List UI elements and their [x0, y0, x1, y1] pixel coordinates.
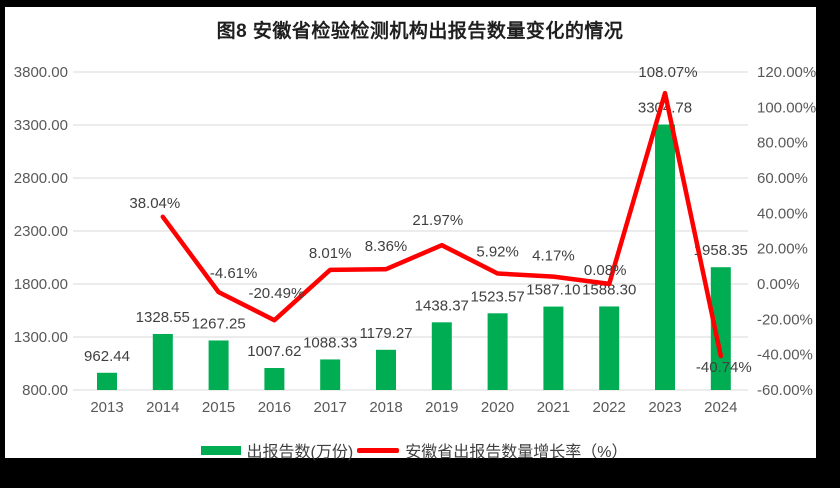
bar-2019	[432, 322, 452, 390]
right-axis-tick: 60.00%	[757, 170, 808, 187]
bar-label: 1179.27	[359, 325, 412, 342]
chart-screenshot: { "title": "图8 安徽省检验检测机构出报告数量变化的情况", "co…	[0, 0, 840, 488]
right-axis-tick: -60.00%	[757, 382, 813, 399]
bar-2022	[599, 306, 619, 390]
bar-series-swatch-icon	[201, 446, 241, 455]
line-label: 0.08%	[584, 262, 627, 279]
right-axis-tick: 40.00%	[757, 205, 808, 222]
bar-2017	[320, 359, 340, 390]
left-axis-tick: 1300.00	[14, 329, 68, 346]
left-axis-tick: 2300.00	[14, 223, 68, 240]
bar-2021	[543, 307, 563, 390]
legend-item-line: 安徽省出报告数量增长率（%）	[357, 438, 627, 462]
x-axis-label: 2020	[481, 399, 514, 416]
right-axis-tick: -20.00%	[757, 311, 813, 328]
x-axis-label: 2014	[146, 399, 179, 416]
left-axis-tick: 800.00	[22, 382, 68, 399]
left-axis-tick: 2800.00	[14, 170, 68, 187]
bar-label: 1587.10	[526, 282, 580, 299]
line-label: -40.74%	[696, 359, 752, 376]
line-label: 8.36%	[365, 238, 408, 255]
bar-2015	[209, 340, 229, 390]
x-axis-label: 2017	[314, 399, 347, 416]
right-axis-tick: 0.00%	[757, 276, 800, 293]
bar-label: 1523.57	[470, 288, 524, 305]
left-axis-tick: 3300.00	[14, 117, 68, 134]
bar-label: 1007.62	[247, 343, 301, 360]
x-axis-label: 2024	[704, 399, 737, 416]
x-axis-label: 2015	[202, 399, 235, 416]
right-axis-tick: -40.00%	[757, 347, 813, 364]
bar-2014	[153, 334, 173, 390]
bar-label: 1328.55	[136, 309, 190, 326]
line-label: 4.17%	[532, 248, 575, 265]
line-series-swatch-icon	[357, 448, 399, 453]
x-axis-label: 2013	[90, 399, 123, 416]
legend-label-line: 安徽省出报告数量增长率（%）	[405, 438, 627, 462]
left-axis-tick: 3800.00	[14, 64, 68, 81]
left-axis-tick: 1800.00	[14, 276, 68, 293]
x-axis-label: 2022	[593, 399, 626, 416]
line-label: 38.04%	[129, 195, 180, 212]
bar-label: 1088.33	[303, 334, 357, 351]
bar-2013	[97, 373, 117, 390]
plot-area: 3800.00 3300.00 2800.00 2300.00 1800.00 1300.…	[0, 0, 840, 488]
bar-label: 1438.37	[415, 297, 469, 314]
bar-2016	[264, 368, 284, 390]
bar-label: 962.44	[84, 348, 130, 365]
line-label: 21.97%	[412, 212, 463, 229]
bar-2020	[488, 313, 508, 390]
legend-label-bars: 出报告数(万份)	[247, 438, 354, 462]
legend-item-bars: 出报告数(万份)	[201, 438, 354, 462]
line-label: -4.61%	[210, 265, 258, 282]
legend: 出报告数(万份) 安徽省出报告数量增长率（%）	[0, 438, 828, 462]
line-label: 108.07%	[638, 64, 697, 81]
bar-2018	[376, 350, 396, 390]
x-axis-label: 2018	[369, 399, 402, 416]
line-label: -20.49%	[248, 285, 304, 302]
right-axis-tick: 80.00%	[757, 135, 808, 152]
x-axis-label: 2023	[648, 399, 681, 416]
right-axis-tick: 120.00%	[757, 64, 816, 81]
right-axis-tick: 20.00%	[757, 241, 808, 258]
bar-label: 1267.25	[191, 315, 245, 332]
right-axis-tick: 100.00%	[757, 99, 816, 116]
bar-2023	[655, 124, 675, 390]
line-label: 8.01%	[309, 245, 352, 262]
x-axis-label: 2021	[537, 399, 570, 416]
x-axis-label: 2016	[258, 399, 291, 416]
line-label: 5.92%	[476, 244, 519, 261]
x-axis-label: 2019	[425, 399, 458, 416]
